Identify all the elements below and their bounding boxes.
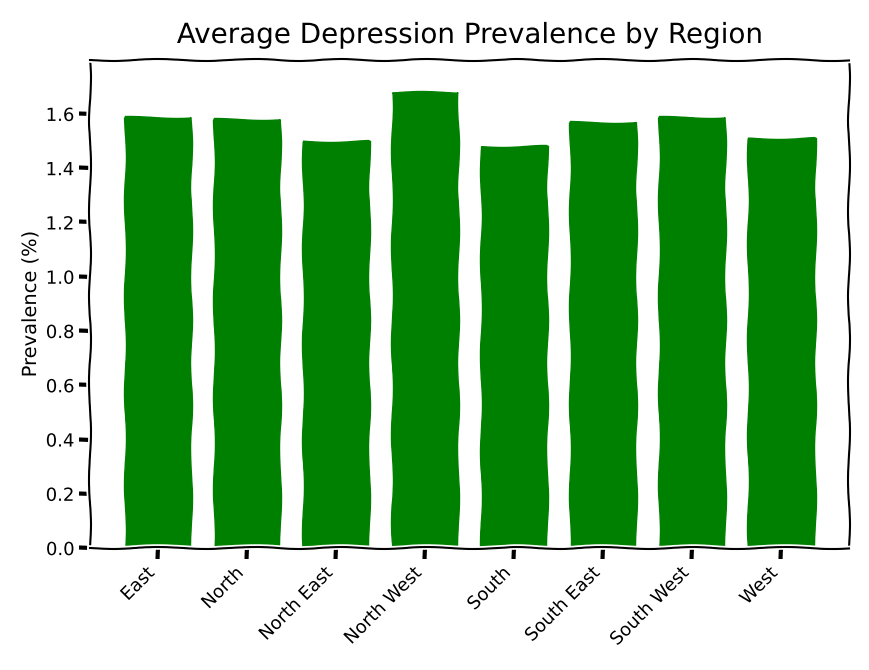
Bar: [214, 119, 280, 548]
Y-axis label: Prevalence (%): Prevalence (%): [21, 230, 40, 377]
Bar: [746, 139, 813, 548]
Bar: [391, 92, 458, 548]
Title: Average Depression Prevalence by Region: Average Depression Prevalence by Region: [176, 21, 761, 49]
Bar: [302, 141, 369, 548]
Bar: [124, 117, 191, 548]
Bar: [569, 122, 636, 548]
Bar: [481, 147, 547, 548]
Bar: [658, 117, 725, 548]
